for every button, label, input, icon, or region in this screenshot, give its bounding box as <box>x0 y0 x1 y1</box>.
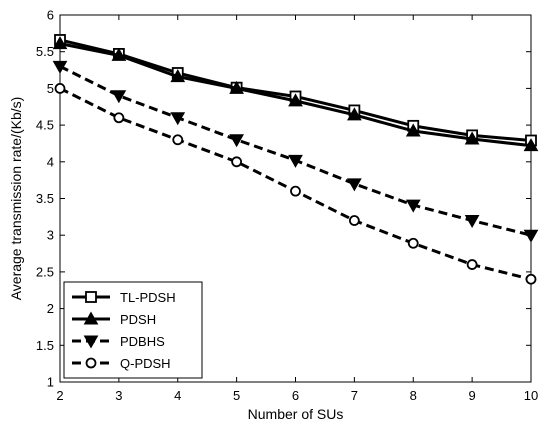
y-tick-label: 2.5 <box>36 264 54 279</box>
legend-item: Q-PDSH <box>72 356 171 371</box>
x-axis-label: Number of SUs <box>248 406 344 422</box>
data-point <box>54 83 66 94</box>
data-point <box>229 80 244 94</box>
data-point <box>111 47 127 61</box>
legend-item: PDSH <box>72 311 156 327</box>
legend-marker <box>83 311 99 325</box>
series-pdbhs <box>52 60 539 243</box>
y-tick-label: 6 <box>47 8 54 23</box>
x-tick-label: 9 <box>469 388 476 403</box>
y-tick-label: 1.5 <box>36 338 54 353</box>
data-point <box>348 215 360 226</box>
y-tick-label: 5.5 <box>36 44 54 59</box>
legend: TL-PDSH PDSH PDBHS Q-PDSH <box>63 281 203 379</box>
legend-marker <box>85 291 97 303</box>
data-point <box>464 131 480 145</box>
data-point <box>464 215 480 229</box>
data-point <box>525 273 537 285</box>
legend-item: TL-PDSH <box>72 290 176 305</box>
data-point <box>52 60 68 74</box>
data-point <box>229 134 244 148</box>
y-tick-label: 4.5 <box>36 118 54 133</box>
y-tick-label: 4 <box>47 154 54 169</box>
legend-label: PDBHS <box>120 334 165 349</box>
data-point <box>113 112 125 124</box>
x-tick-label: 7 <box>351 388 358 403</box>
x-tick-label: 4 <box>174 388 181 403</box>
x-tick-label: 10 <box>524 388 538 403</box>
series-pdsh <box>52 36 539 152</box>
data-point <box>523 229 539 243</box>
data-point <box>170 112 186 126</box>
data-point <box>172 134 184 146</box>
legend-label: PDSH <box>120 312 156 327</box>
data-point <box>290 185 301 197</box>
legend-item: PDBHS <box>72 334 165 349</box>
data-point <box>405 199 421 213</box>
y-tick-label: 1 <box>47 375 54 390</box>
data-point <box>288 93 303 107</box>
data-point <box>523 138 539 152</box>
data-point <box>52 36 68 50</box>
data-point <box>347 107 362 121</box>
data-point <box>231 156 243 168</box>
data-point <box>288 154 303 168</box>
data-point <box>405 123 421 137</box>
series-q-pdsh <box>54 83 537 285</box>
y-tick-label: 3.5 <box>36 191 54 206</box>
data-point <box>111 90 127 104</box>
y-tick-label: 2 <box>47 301 54 316</box>
x-tick-label: 8 <box>410 388 417 403</box>
x-tick-label: 5 <box>233 388 240 403</box>
y-axis-label: Average transmission rate/(Kb/s) <box>8 97 24 301</box>
data-point <box>466 259 478 270</box>
legend-label: Q-PDSH <box>120 356 171 371</box>
legend-marker <box>85 357 97 369</box>
data-point <box>407 237 419 249</box>
x-tick-label: 6 <box>292 388 299 403</box>
y-tick-label: 3 <box>47 228 54 243</box>
y-tick-label: 5 <box>47 81 54 96</box>
x-tick-label: 2 <box>56 388 63 403</box>
legend-marker <box>83 335 99 349</box>
data-point <box>347 178 362 192</box>
legend-label: TL-PDSH <box>120 290 176 305</box>
x-tick-label: 3 <box>115 388 122 403</box>
data-point <box>170 69 186 83</box>
